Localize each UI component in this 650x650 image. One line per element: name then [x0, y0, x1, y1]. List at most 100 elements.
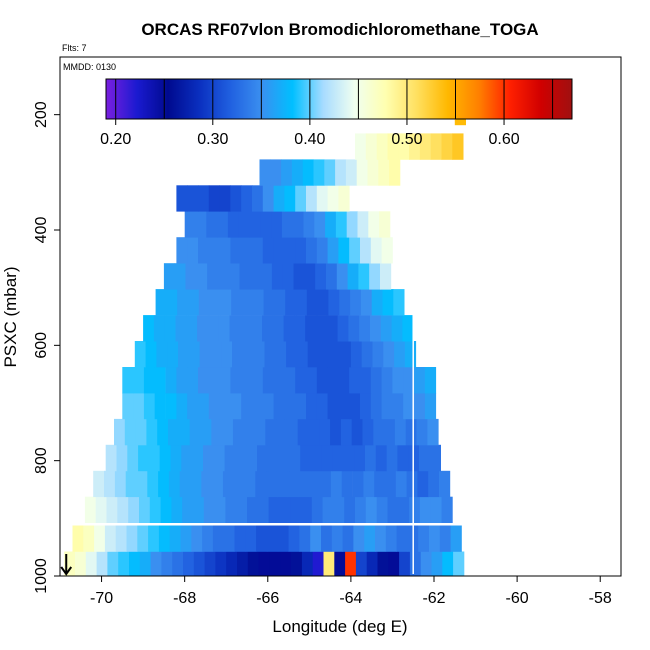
heatmap-cell — [284, 367, 296, 394]
heatmap-cell — [365, 133, 377, 160]
heatmap-cell — [184, 211, 196, 238]
heatmap-cell — [262, 185, 274, 212]
heatmap-cell — [252, 367, 264, 394]
heatmap-cell — [406, 470, 418, 498]
heatmap-cell — [237, 551, 249, 577]
heatmap-cell — [293, 263, 305, 290]
heatmap-cell — [344, 496, 356, 523]
heatmap-cell — [170, 444, 182, 472]
heatmap-cell — [439, 470, 451, 498]
heatmap-cell — [306, 392, 318, 420]
heatmap-cell — [419, 133, 432, 160]
heatmap-cell — [349, 237, 361, 264]
heatmap-cell — [240, 315, 252, 342]
heatmap-cell — [396, 525, 408, 552]
heatmap-cell — [114, 418, 126, 446]
heatmap-cell — [340, 341, 352, 368]
heatmap-cell — [441, 133, 453, 160]
heatmap-cell — [286, 418, 299, 446]
heatmap-cell — [361, 341, 373, 368]
heatmap-cell — [175, 315, 187, 342]
heatmap-cell — [117, 496, 129, 523]
heatmap-cell — [222, 470, 235, 498]
heatmap-cell — [187, 392, 199, 420]
heatmap-cell — [143, 315, 155, 342]
heatmap-cell — [84, 496, 97, 523]
heatmap-cell — [189, 418, 201, 446]
heatmap-cell — [306, 367, 318, 394]
heatmap-cell — [369, 263, 381, 290]
heatmap-cell — [304, 263, 316, 290]
heatmap-cell — [326, 263, 338, 290]
heatmap-cell — [245, 525, 257, 552]
heatmap-cell — [409, 496, 421, 523]
heatmap-cell — [414, 392, 426, 420]
heatmap-cell — [105, 444, 117, 472]
heatmap-cell — [230, 237, 242, 264]
heatmap-cell — [385, 525, 397, 552]
heatmap-cell — [191, 525, 203, 552]
heatmap-cell — [176, 367, 188, 394]
colorbar-tick-label: 0.50 — [391, 131, 422, 148]
heatmap-cell — [136, 470, 148, 498]
heatmap-cell — [376, 133, 388, 160]
x-tick-label: -64 — [339, 590, 362, 607]
heatmap-cell — [139, 551, 151, 577]
heatmap-cell — [397, 444, 409, 472]
heatmap-cell — [163, 263, 176, 290]
heatmap-cell — [219, 237, 231, 264]
heatmap-cell — [241, 392, 253, 420]
heatmap-cell — [230, 392, 242, 420]
heatmap-cell — [450, 525, 462, 552]
heatmap-cell — [143, 367, 156, 394]
heatmap-cell — [299, 525, 311, 552]
heatmap-cell — [165, 367, 177, 394]
heatmap-cell — [273, 367, 285, 394]
heatmap-cell — [212, 470, 224, 498]
heatmap-cell — [242, 341, 254, 368]
heatmap-cell — [374, 470, 386, 498]
colorbar-dividers — [115, 79, 554, 119]
heatmap-cell — [201, 470, 213, 498]
heatmap-cell — [133, 392, 145, 420]
heatmap-cell — [376, 496, 388, 523]
heatmap-cell — [270, 159, 282, 186]
heatmap-cell — [234, 525, 246, 552]
heatmap-cell — [275, 341, 287, 368]
heatmap-cell — [393, 289, 405, 316]
heatmap-cell — [155, 289, 167, 316]
heatmap-cell — [168, 418, 180, 446]
heatmap-cell — [219, 392, 231, 420]
heatmap-cell — [303, 211, 315, 238]
heatmap-cell — [334, 551, 346, 577]
heatmap-cell — [208, 185, 220, 212]
heatmap-cell — [350, 341, 363, 368]
heatmap-cell — [64, 551, 76, 577]
heatmap-cell — [389, 159, 401, 186]
heatmap-cell — [285, 289, 297, 316]
heatmap-cell — [387, 133, 399, 160]
heatmap-cell — [127, 444, 139, 472]
heatmap-cell — [316, 367, 328, 394]
heatmap-cell — [218, 315, 230, 342]
heatmap-cell — [327, 367, 339, 394]
heatmap-cell — [306, 289, 318, 316]
heatmap-cell — [178, 418, 190, 446]
heatmap-cell — [403, 367, 415, 394]
heatmap-cell — [193, 496, 205, 523]
heatmap-cell — [306, 185, 318, 212]
heatmap-cell — [207, 263, 219, 290]
heatmap-cell — [330, 470, 343, 498]
heatmap-cell — [296, 341, 309, 368]
heatmap-cell — [394, 418, 407, 446]
heatmap-cell — [229, 315, 241, 342]
heatmap-cell — [236, 496, 248, 523]
heatmap-cell — [273, 237, 285, 264]
heatmap-cell — [363, 470, 375, 498]
heatmap-cell — [146, 418, 158, 446]
heatmap-cell — [114, 470, 127, 498]
heatmap-cell — [281, 211, 294, 238]
heatmap-cell — [338, 185, 350, 212]
heatmap-cell — [441, 496, 453, 523]
heatmap-cell — [430, 496, 442, 523]
